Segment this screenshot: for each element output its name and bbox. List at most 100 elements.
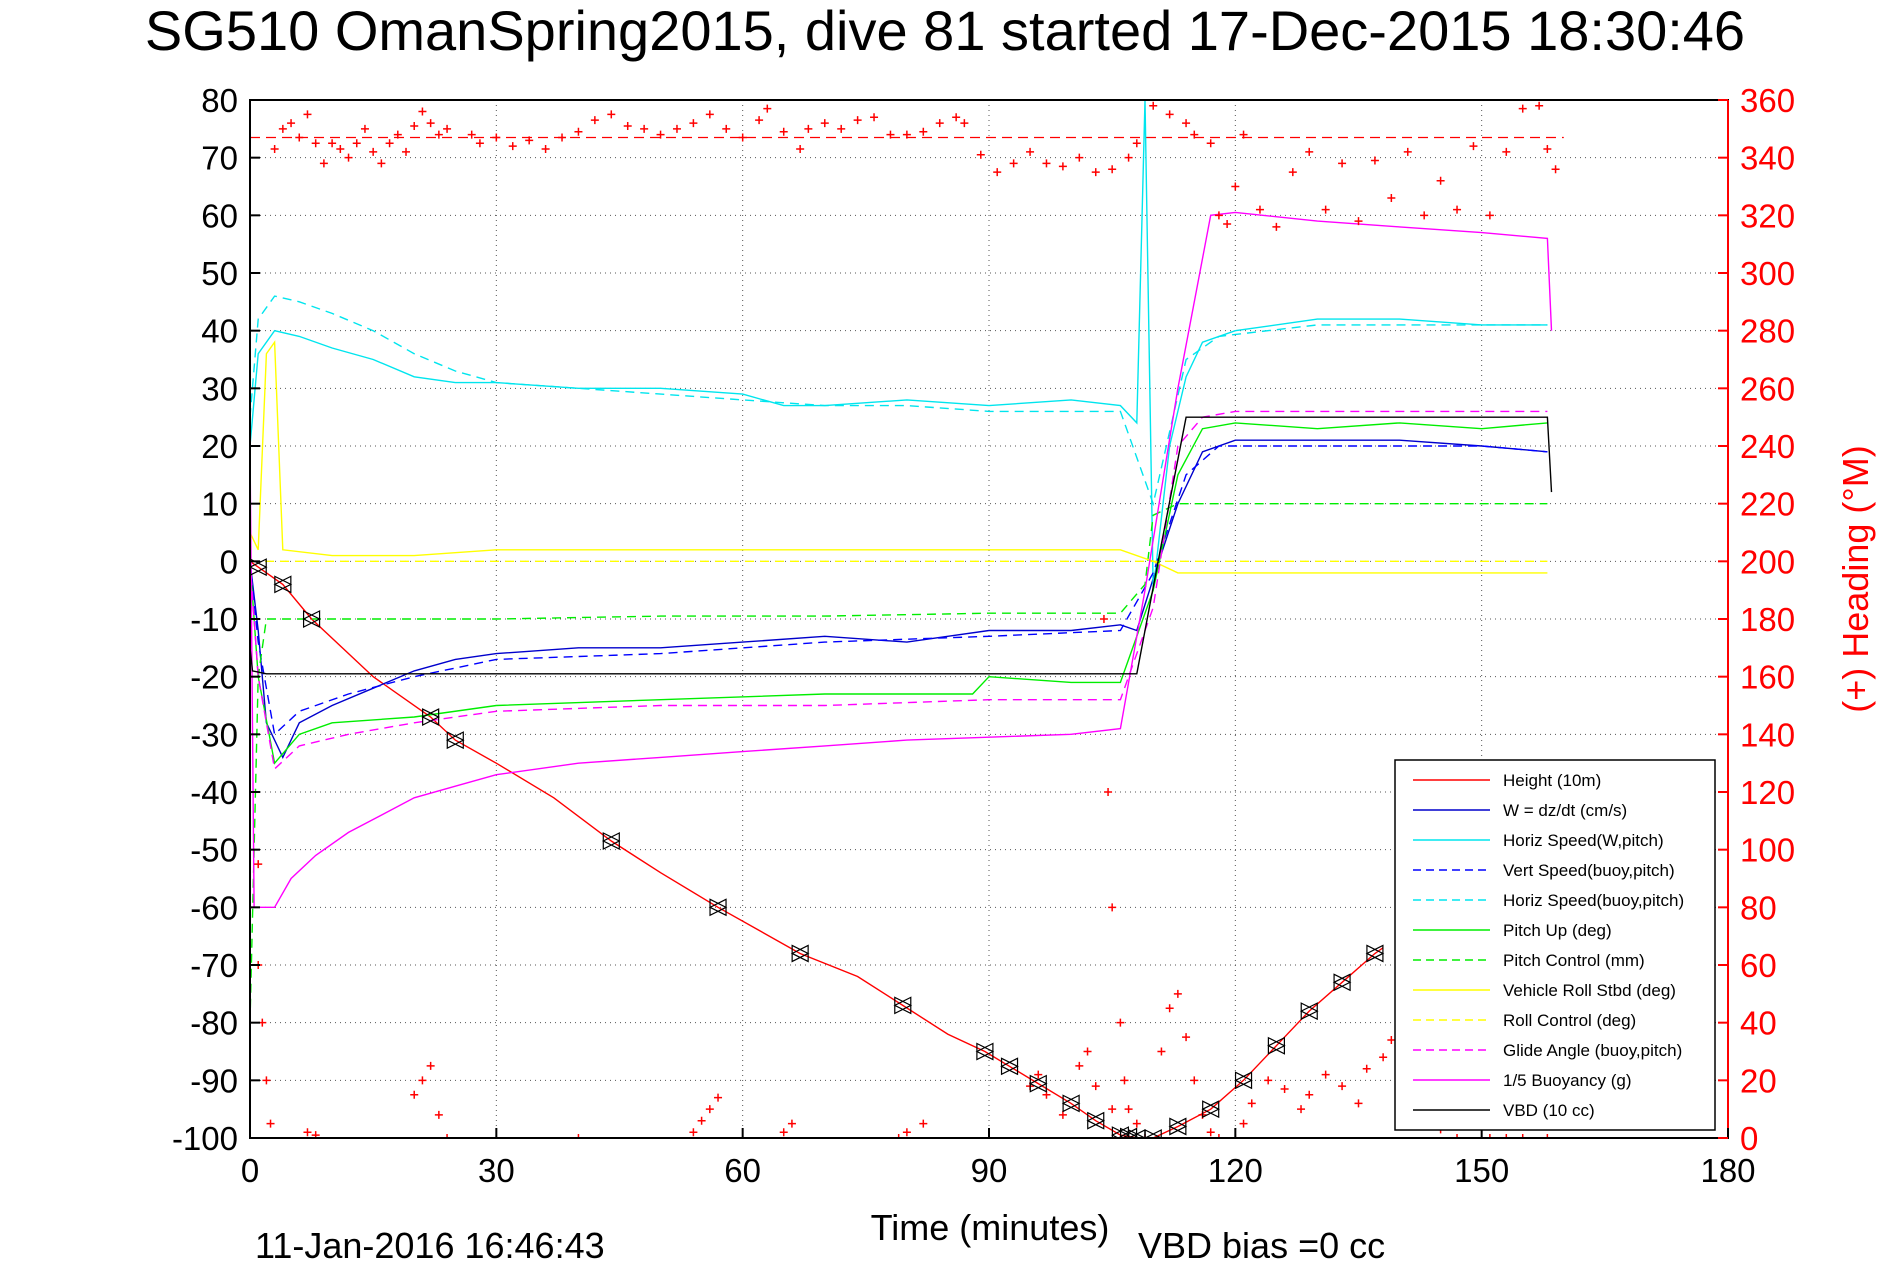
heading-point [1132, 1119, 1141, 1128]
y-tick-label: -70 [190, 947, 238, 984]
series-group [250, 100, 1564, 1138]
heading-point [960, 119, 969, 128]
heading-point [443, 1134, 452, 1138]
heading-point [1370, 156, 1379, 165]
heading-point [1214, 211, 1223, 220]
heading-point [1272, 222, 1281, 231]
heading-point [590, 116, 599, 125]
y2-tick-label: 200 [1740, 543, 1795, 580]
heading-point [352, 139, 361, 148]
x-tick-label: 60 [724, 1152, 761, 1189]
heading-point [1182, 1033, 1191, 1042]
heading-point [344, 153, 353, 162]
heading-point [1354, 1099, 1363, 1108]
heading-point [1075, 1061, 1084, 1070]
heading-point [434, 1110, 443, 1119]
heading-point [541, 145, 550, 154]
heading-point [1165, 1004, 1174, 1013]
heading-point [1165, 110, 1174, 119]
y-tick-label: -40 [190, 774, 238, 811]
heading-point [1543, 1134, 1552, 1138]
depth-sample-marker [1086, 1111, 1106, 1130]
heading-point [894, 1134, 903, 1138]
y-tick-label: -80 [190, 1005, 238, 1042]
heading-point [443, 124, 452, 133]
heading-point [902, 130, 911, 139]
heading-point [1469, 142, 1478, 151]
heading-point [1305, 1090, 1314, 1099]
heading-point [1206, 1128, 1215, 1137]
series-line [250, 295, 1548, 507]
heading-point [1255, 205, 1264, 214]
heading-point [672, 124, 681, 133]
heading-point [1354, 217, 1363, 226]
heading-point [1173, 989, 1182, 998]
heading-point [262, 1076, 271, 1085]
heading-point [1091, 168, 1100, 177]
heading-point [1034, 1070, 1043, 1079]
heading-point [1042, 159, 1051, 168]
depth-sample-marker [1332, 973, 1352, 992]
y2-tick-label: 280 [1740, 313, 1795, 350]
depth-sample-marker [445, 731, 465, 750]
y2-tick-label: 20 [1740, 1062, 1777, 1099]
heading-point [336, 145, 345, 154]
y2-tick-label: 360 [1740, 82, 1795, 119]
series-line [250, 439, 1548, 760]
legend: Height (10m) W = dz/dt (cm/s) Horiz Speed(… [1394, 759, 1716, 1131]
heading-point [492, 133, 501, 142]
legend-label: Vehicle Roll Stbd (deg) [1503, 981, 1676, 1000]
heading-point [1535, 101, 1544, 110]
heading-point [1338, 159, 1347, 168]
y-tick-label: -50 [190, 832, 238, 869]
heading-point [266, 1119, 275, 1128]
heading-point [377, 159, 386, 168]
right-axis-label: (+) Heading (°M) [1835, 445, 1876, 712]
heading-point [369, 147, 378, 156]
heading-point [574, 1134, 583, 1138]
series-line [250, 211, 1553, 908]
y-tick-label: 80 [201, 82, 238, 119]
depth-sample-marker [1365, 944, 1385, 963]
heading-point [886, 130, 895, 139]
legend-label: Horiz Speed(W,pitch) [1503, 831, 1664, 850]
plot-area [250, 100, 1564, 1138]
heading-point [1338, 1082, 1347, 1091]
legend-label: 1/5 Buoyancy (g) [1503, 1071, 1632, 1090]
y2-tick-label: 160 [1740, 659, 1795, 696]
heading-point [1182, 119, 1191, 128]
axis-ticks: 0 30 60 90 120 150 18080706050403020100-10-20-… [172, 82, 1795, 1189]
y-tick-label: 40 [201, 313, 238, 350]
y2-tick-label: 220 [1740, 486, 1795, 523]
heading-point [574, 127, 583, 136]
heading-point [270, 145, 279, 154]
y2-tick-label: 60 [1740, 947, 1777, 984]
heading-point [1124, 1105, 1133, 1114]
heading-point [722, 124, 731, 133]
y-tick-label: -10 [190, 601, 238, 638]
heading-point [607, 110, 616, 119]
series-line [250, 503, 1548, 1023]
heading-point [1518, 1134, 1527, 1138]
heading-point [1485, 211, 1494, 220]
depth-sample-marker [1127, 1129, 1147, 1138]
heading-point [935, 119, 944, 128]
heading-point [640, 124, 649, 133]
heading-point [853, 116, 862, 125]
heading-point [779, 1128, 788, 1137]
heading-point [1264, 1076, 1273, 1085]
heading-point [303, 1128, 312, 1137]
series-line [250, 560, 1384, 1138]
y-tick-label: 50 [201, 255, 238, 292]
heading-point [993, 168, 1002, 177]
heading-point [689, 1128, 698, 1137]
heading-point [434, 130, 443, 139]
series-line [250, 410, 1548, 771]
y2-tick-label: 340 [1740, 140, 1795, 177]
heading-point [1297, 1105, 1306, 1114]
y-tick-label: 0 [220, 543, 238, 580]
y-tick-label: 30 [201, 370, 238, 407]
legend-label: Vert Speed(buoy,pitch) [1503, 861, 1675, 880]
depth-sample-marker [1267, 1036, 1286, 1055]
